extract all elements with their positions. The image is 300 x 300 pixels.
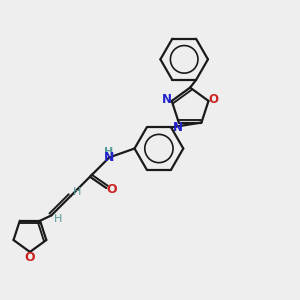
Text: O: O: [209, 93, 219, 106]
Text: N: N: [173, 121, 183, 134]
Text: H: H: [54, 214, 62, 224]
Text: O: O: [106, 183, 117, 196]
Text: H: H: [73, 187, 81, 196]
Text: H: H: [104, 147, 114, 157]
Text: N: N: [161, 93, 171, 106]
Text: O: O: [25, 251, 35, 264]
Text: N: N: [104, 151, 115, 164]
